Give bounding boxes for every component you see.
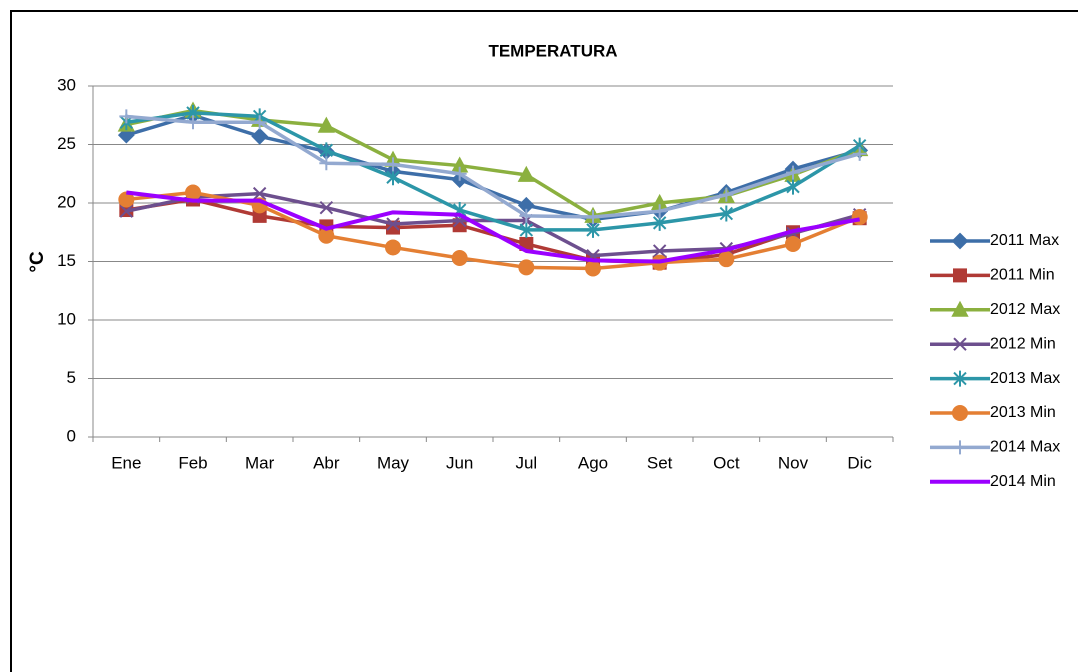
marker [785,235,801,252]
x-tick-label: Dic [847,453,872,472]
y-axis-label: °C [27,251,48,273]
marker [953,337,967,351]
x-tick-label: Jun [446,453,473,472]
legend-label: 2014 Max [990,439,1060,456]
y-tick-label: 10 [57,309,76,328]
legend-label: 2014 Min [990,473,1056,490]
marker [719,187,734,202]
legend-label: 2013 Max [990,370,1060,387]
marker [786,165,800,180]
y-tick-label: 5 [67,368,76,387]
series-line [126,190,861,271]
marker [518,259,535,276]
series-line [126,190,861,264]
marker [852,146,867,161]
x-tick-label: Oct [713,453,740,472]
chart-title: TEMPERATURA [488,41,617,60]
chart-frame [10,10,1078,672]
marker [451,249,468,266]
marker [519,221,534,238]
y-tick-label: 0 [67,426,76,445]
marker [719,205,734,222]
marker [319,200,334,215]
x-tick-label: May [377,453,410,472]
marker [953,268,967,283]
x-tick-label: Feb [178,453,207,472]
marker [953,440,967,455]
legend-label: 2012 Min [990,335,1056,352]
series-line [126,114,861,219]
marker [251,127,269,145]
marker [386,169,400,186]
legend-label: 2013 Min [990,404,1056,421]
marker [952,405,968,421]
y-tick-label: 30 [57,75,76,94]
legend-label: 2011 Min [990,267,1055,284]
marker [386,217,400,231]
x-tick-label: Ago [578,453,608,472]
marker [951,232,969,250]
marker [517,165,536,182]
marker [786,178,800,195]
x-tick-label: Set [647,453,673,472]
x-tick-label: Ene [111,453,141,472]
marker [385,239,401,256]
marker [185,184,201,201]
marker [652,204,667,219]
x-tick-label: Nov [778,453,809,472]
marker [519,208,534,223]
y-tick-label: 15 [57,251,76,270]
marker [452,166,467,181]
marker [317,116,336,133]
series-line [126,111,861,232]
series-line [125,113,861,222]
legend-label: 2012 Max [990,301,1060,318]
marker [652,244,667,258]
marker [186,115,200,130]
marker [953,370,967,387]
marker [718,251,735,268]
marker [585,260,601,277]
x-tick-label: Jul [515,453,537,472]
marker [252,186,267,201]
marker [586,210,600,225]
marker [319,142,334,159]
marker [119,204,134,218]
marker [319,156,334,171]
legend-label: 2011 Max [990,232,1059,249]
y-tick-label: 25 [57,134,76,153]
y-tick-label: 20 [57,192,76,211]
marker [386,157,400,172]
x-tick-label: Mar [245,453,275,472]
marker [586,221,600,238]
marker [951,300,969,317]
marker [318,227,335,244]
marker [252,115,267,130]
marker [117,126,135,144]
x-tick-label: Abr [313,453,340,472]
marker [119,109,134,124]
